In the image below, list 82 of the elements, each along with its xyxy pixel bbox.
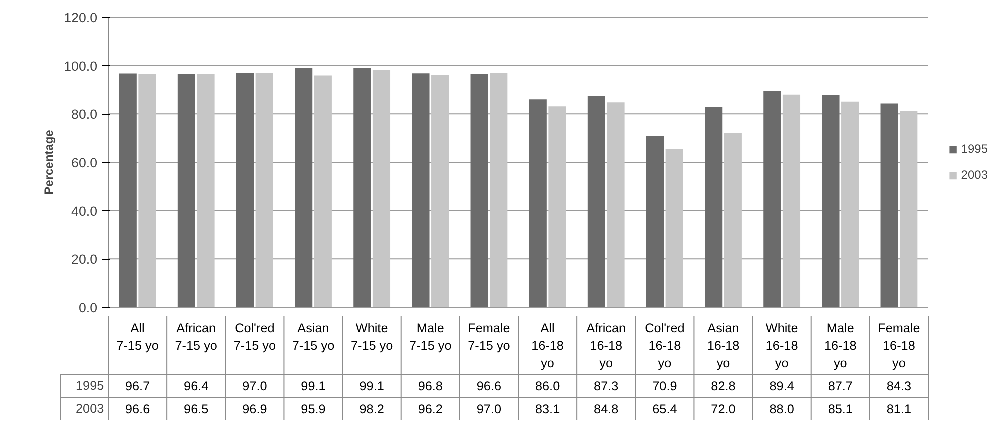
data-label: 85.1 xyxy=(828,402,853,416)
data-label: 96.9 xyxy=(242,402,268,416)
bar xyxy=(646,136,664,308)
bar xyxy=(666,149,684,308)
data-label: 83.1 xyxy=(535,402,560,416)
data-label: 99.1 xyxy=(301,380,326,394)
legend-label: 1995 xyxy=(961,142,988,156)
x-tick-label: Female 7-15 yo xyxy=(468,322,510,353)
y-tick-label: 80.0 xyxy=(72,107,98,122)
x-tick-label: White 7-15 yo xyxy=(350,322,394,353)
bar xyxy=(764,91,782,308)
data-label: 95.9 xyxy=(301,402,326,416)
data-label: 96.6 xyxy=(125,402,150,416)
data-label: 97.0 xyxy=(476,402,502,416)
data-label: 82.8 xyxy=(711,380,736,394)
bar xyxy=(372,70,391,308)
x-tick-label: Male 7-15 yo xyxy=(410,322,452,353)
x-tick-label: All 7-15 yo xyxy=(116,322,159,353)
legend-label: 2003 xyxy=(961,168,988,182)
bar xyxy=(607,102,625,308)
data-label: 97.0 xyxy=(242,380,268,394)
data-label: 84.8 xyxy=(594,402,619,416)
bar xyxy=(354,68,372,308)
x-tick-label: Col'red 7-15 yo xyxy=(234,322,276,353)
y-tick-label: 40.0 xyxy=(72,204,98,219)
data-label: 87.7 xyxy=(828,380,853,394)
x-tick-label: White 16-18 yo xyxy=(766,322,798,370)
data-label: 87.3 xyxy=(594,380,619,394)
data-label: 72.0 xyxy=(711,402,736,416)
bar xyxy=(295,68,313,308)
data-label: 65.4 xyxy=(652,402,678,416)
y-tick-label: 20.0 xyxy=(72,252,98,268)
x-tick-label: All 16-18 yo xyxy=(532,322,564,370)
bar xyxy=(880,104,898,308)
bar xyxy=(119,74,137,308)
data-label: 96.6 xyxy=(476,380,502,394)
bar xyxy=(900,112,918,308)
bar xyxy=(256,73,274,308)
y-tick-label: 60.0 xyxy=(72,156,98,170)
y-tick-label: 100.0 xyxy=(64,58,98,74)
text: 2003 xyxy=(76,402,104,416)
bar xyxy=(236,73,254,308)
data-label: 86.0 xyxy=(535,380,560,394)
bar xyxy=(197,74,215,308)
bar xyxy=(138,74,156,308)
x-tick-label: Col'red 16-18 yo xyxy=(645,322,685,370)
data-label: 96.5 xyxy=(184,402,209,416)
x-tick-label: Asian 7-15 yo xyxy=(292,322,335,353)
text: 1995 xyxy=(76,378,104,392)
x-tick-label: Male 16-18 yo xyxy=(824,322,857,370)
x-tick-label: African 7-15 yo xyxy=(175,322,218,353)
data-label: 84.3 xyxy=(886,380,912,394)
bar xyxy=(822,96,840,308)
bar xyxy=(490,73,508,308)
data-label: 81.1 xyxy=(886,402,912,416)
data-label: 96.2 xyxy=(418,402,443,416)
y-tick-label: 0.0 xyxy=(78,300,98,316)
bar xyxy=(588,96,606,308)
data-label: 96.4 xyxy=(184,380,209,394)
data-label: 99.1 xyxy=(360,380,384,394)
bar xyxy=(724,134,742,308)
bar xyxy=(412,74,430,308)
data-label: 88.0 xyxy=(770,402,794,416)
bar xyxy=(548,106,566,308)
bar xyxy=(529,100,547,308)
data-label: 98.2 xyxy=(360,402,384,416)
x-tick-label: Asian 16-18 yo xyxy=(707,322,740,370)
data-label: 96.7 xyxy=(125,380,150,394)
y-tick-label: 120.0 xyxy=(64,10,98,26)
bar xyxy=(782,94,801,308)
x-tick-label: African 16-18 yo xyxy=(586,322,626,370)
bar xyxy=(842,102,860,308)
data-label: 89.4 xyxy=(770,380,794,394)
data-label: 70.9 xyxy=(652,380,678,394)
bar xyxy=(432,75,450,308)
data-label: 96.8 xyxy=(418,380,443,394)
bar xyxy=(314,76,332,308)
y-axis-title: Percentage xyxy=(42,130,56,195)
x-tick-label: Female 16-18 yo xyxy=(878,322,920,370)
bar xyxy=(470,74,488,308)
bar xyxy=(178,74,196,308)
bar xyxy=(705,107,723,308)
